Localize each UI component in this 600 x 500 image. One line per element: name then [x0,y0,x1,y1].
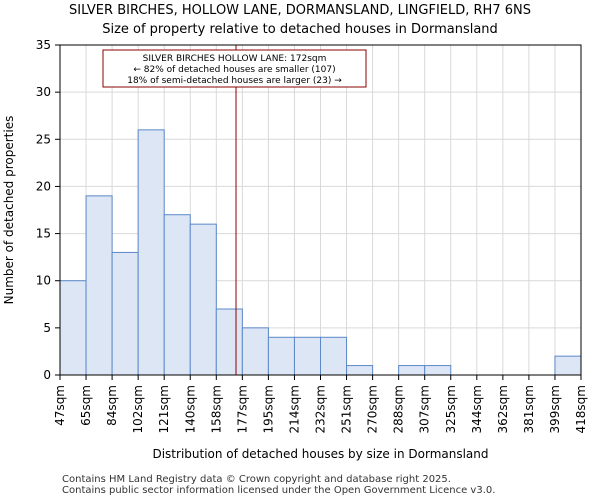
histogram-bar [346,365,374,376]
x-tick-label: 288sqm [392,385,406,433]
footer-copyright: Contains HM Land Registry data © Crown c… [62,474,451,485]
x-tick-label: 140sqm [183,385,197,433]
x-tick-label: 251sqm [340,385,354,433]
histogram-bar [293,336,322,376]
histogram-bar [215,308,243,376]
footer-licence: Contains public sector information licen… [62,485,496,496]
annotation-line2: ← 82% of detached houses are smaller (10… [133,65,335,75]
x-tick-label: 102sqm [131,385,145,433]
y-tick-label: 25 [36,132,51,146]
x-tick-label: 65sqm [79,385,93,426]
x-tick-label: 344sqm [470,385,484,433]
x-tick-label: 121sqm [157,385,171,433]
x-tick-label: 399sqm [548,385,562,433]
x-tick-label: 307sqm [418,385,432,433]
histogram-bar [398,365,426,376]
x-tick-label: 270sqm [366,385,380,433]
y-tick-label: 5 [43,321,51,335]
histogram-bar [111,251,139,376]
histogram-bar [554,355,582,376]
histogram-bar [137,129,165,376]
y-tick-label: 35 [36,38,51,52]
x-tick-label: 47sqm [53,385,67,426]
y-tick-label: 30 [36,85,51,99]
histogram-bar [424,365,452,376]
annotation-line1: SILVER BIRCHES HOLLOW LANE: 172sqm [143,54,327,64]
y-tick-label: 15 [36,227,51,241]
x-tick-label: 195sqm [261,385,275,433]
histogram-bar [163,214,191,376]
histogram-bar [267,336,295,376]
x-tick-label: 325sqm [444,385,458,433]
histogram-bar [320,336,348,376]
x-tick-label: 232sqm [314,385,328,433]
histogram-bar [189,223,217,376]
x-tick-label: 84sqm [105,385,119,426]
annotation-box [102,49,367,88]
annotation-line3: 18% of semi-detached houses are larger (… [127,76,342,86]
chart-title-line2: Size of property relative to detached ho… [102,22,498,37]
y-tick-label: 20 [36,179,51,193]
y-axis-label: Number of detached properties [2,116,16,305]
x-tick-label: 418sqm [574,385,588,433]
x-tick-label: 158sqm [209,385,223,433]
x-tick-label: 381sqm [522,385,536,433]
histogram-bar [85,195,113,376]
histogram-bar [59,280,87,376]
chart-title-line1: SILVER BIRCHES, HOLLOW LANE, DORMANSLAND… [69,3,531,18]
x-tick-label: 177sqm [235,385,249,433]
x-tick-label: 214sqm [287,385,301,433]
histogram-bar [241,327,269,376]
x-axis-label: Distribution of detached houses by size … [152,447,488,461]
y-tick-label: 0 [43,368,51,382]
y-tick-label: 10 [36,274,51,288]
x-tick-label: 362sqm [496,385,510,433]
